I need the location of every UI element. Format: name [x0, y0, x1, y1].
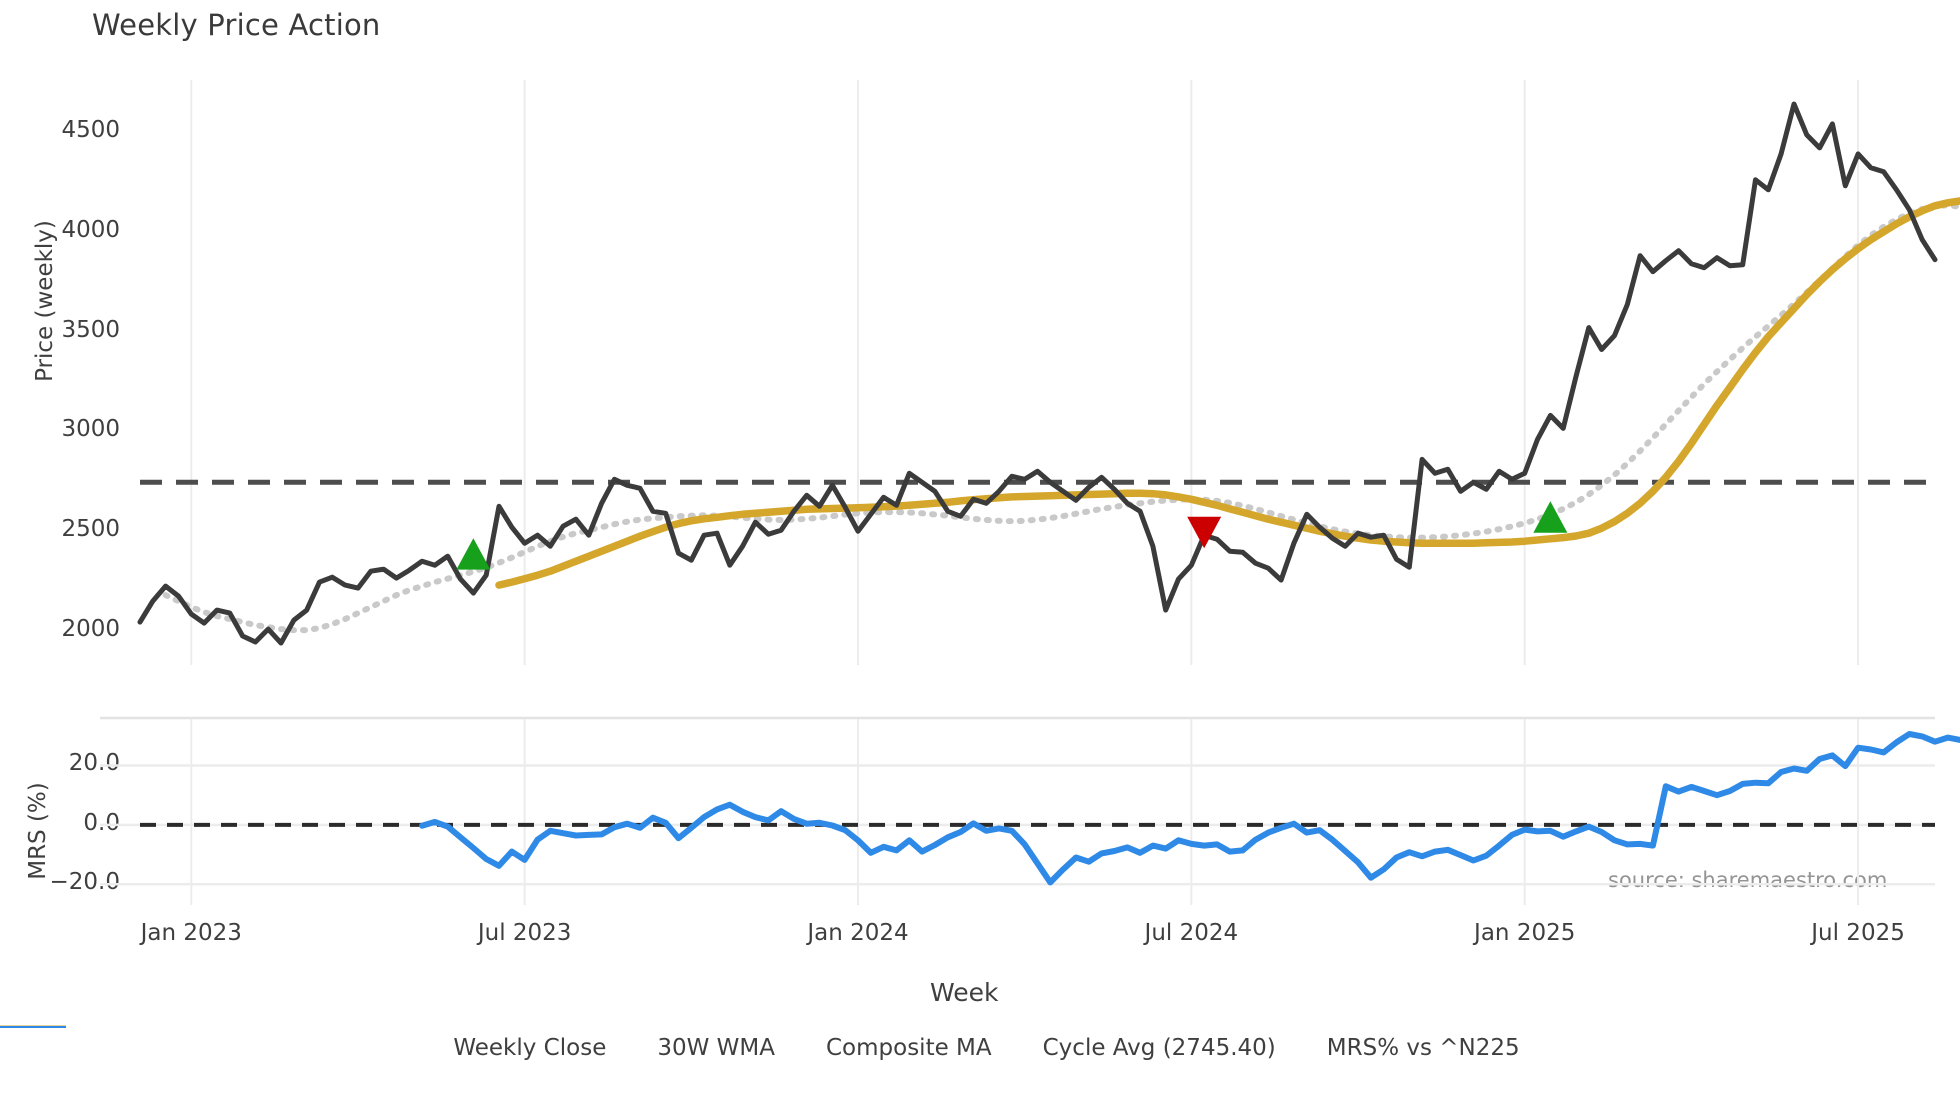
legend-label: MRS% vs ^N225 — [1326, 1035, 1520, 1061]
legend-label: 30W WMA — [657, 1035, 775, 1061]
price-y-tick: 4000 — [61, 216, 120, 243]
price-y-tick: 2500 — [61, 516, 120, 543]
mrs-line — [419, 731, 1960, 886]
page-title: Weekly Price Action — [92, 8, 381, 42]
x-tick: Jul 2023 — [477, 920, 572, 946]
chart-legend: Weekly Close 30W WMA Composite MA Cycle Avg… — [0, 1022, 1960, 1074]
legend-item[interactable]: MRS% vs ^N225 — [0, 1026, 1520, 1061]
price-y-tick: 3500 — [61, 316, 120, 343]
legend-item[interactable]: 30W WMA — [0, 1025, 775, 1061]
legend-label: Cycle Avg (2745.40) — [1042, 1035, 1276, 1061]
sell-signal-marker-1[interactable] — [1187, 516, 1222, 549]
wma-line — [495, 197, 1960, 589]
mrs-y-tick: −20.0 — [49, 869, 120, 896]
price-y-tick: 4500 — [61, 116, 120, 143]
price-y-tick: 3000 — [61, 416, 120, 443]
weekly-close-line — [137, 101, 1938, 646]
mrs-y-tick: 0.0 — [83, 809, 120, 836]
legend-item[interactable]: Composite MA — [0, 1026, 992, 1061]
source-attribution: source: sharemaestro.com — [1608, 868, 1888, 892]
legend-label: Weekly Close — [453, 1035, 607, 1061]
x-tick: Jul 2024 — [1144, 920, 1239, 946]
x-tick: Jul 2025 — [1811, 920, 1905, 946]
legend-item[interactable]: Cycle Avg (2745.40) — [0, 1026, 1276, 1061]
x-axis-label: Week — [930, 978, 999, 1007]
x-tick: Jan 2025 — [1474, 920, 1576, 946]
x-tick: Jan 2023 — [140, 920, 242, 946]
composite-ma-line — [162, 202, 1960, 634]
x-tick: Jan 2024 — [807, 920, 909, 946]
legend-label: Composite MA — [825, 1035, 992, 1061]
mrs-y-tick: 20.0 — [68, 750, 120, 777]
legend-swatch-4 — [0, 1026, 66, 1028]
price-y-tick: 2000 — [61, 616, 120, 643]
buy-signal-marker-0[interactable] — [456, 538, 491, 570]
legend-item[interactable]: Weekly Close — [0, 1026, 607, 1061]
buy-signal-marker-2[interactable] — [1533, 501, 1568, 533]
